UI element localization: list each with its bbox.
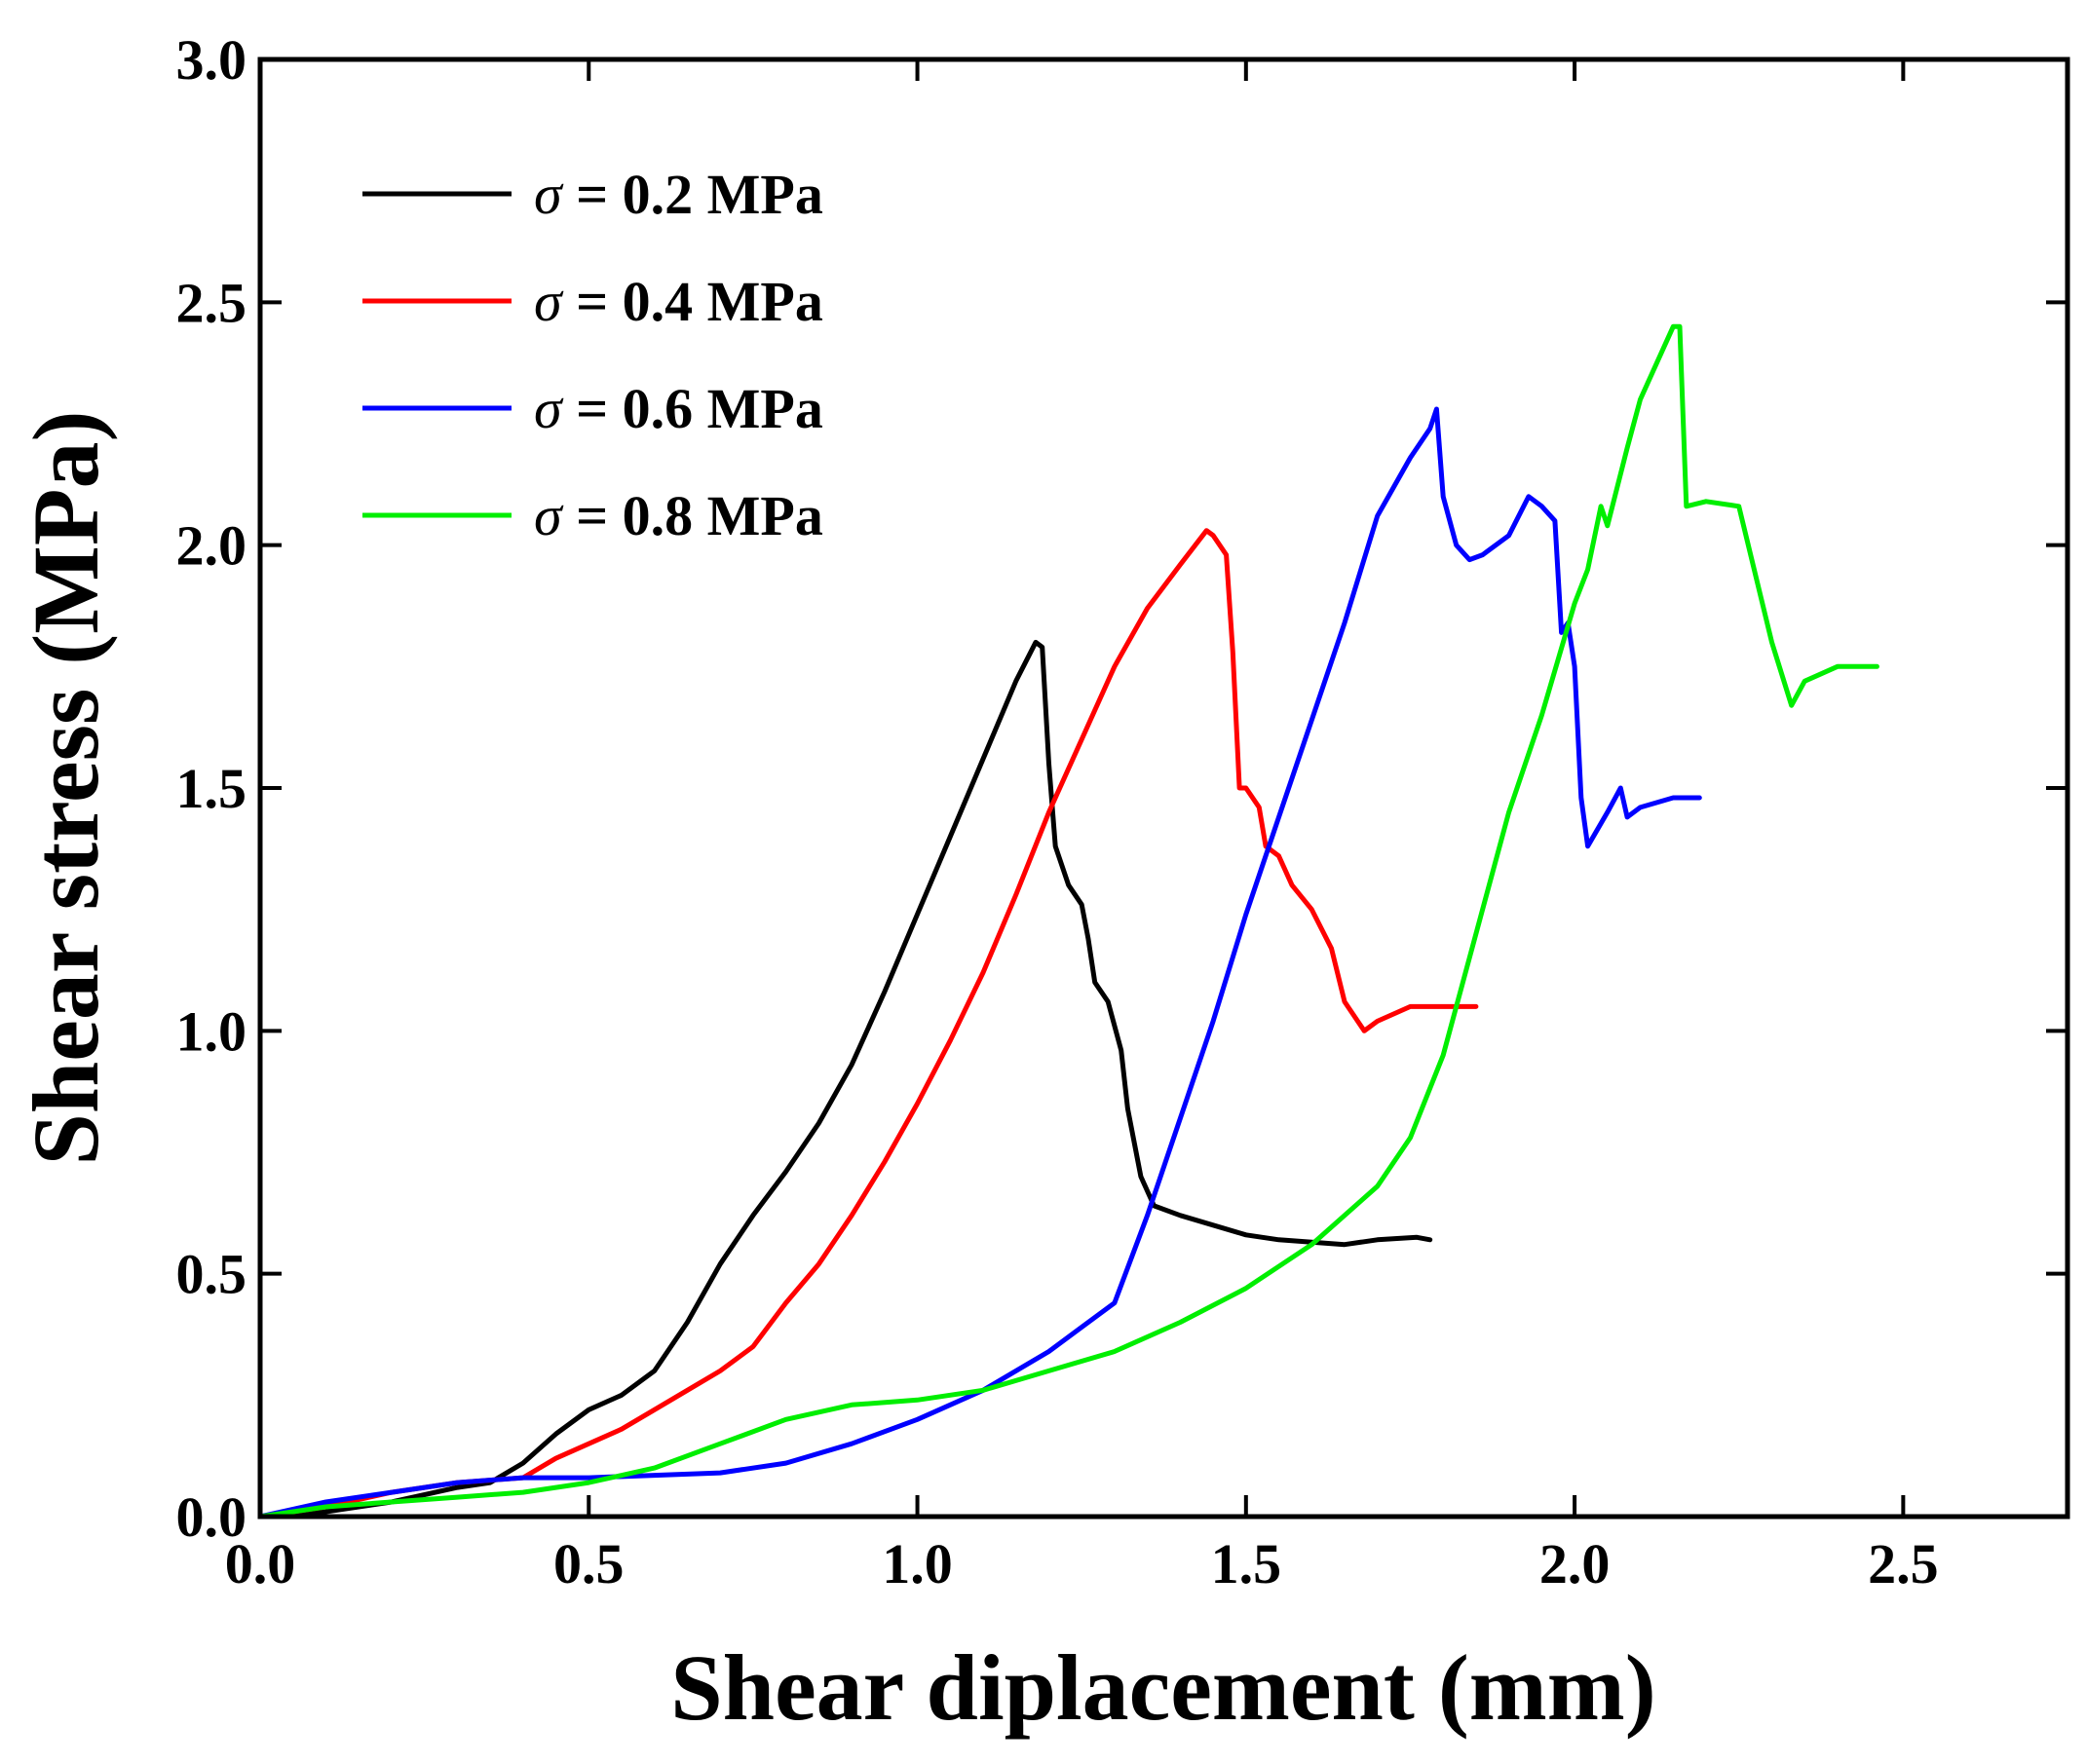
legend-label-1: σ = 0.2 MPa (534, 163, 823, 226)
legend-sigma-3: σ (534, 377, 564, 440)
y-axis-title: Shear stress (MPa) (14, 411, 118, 1166)
axis-tick-labels: 0.0 0.5 1.0 1.5 2.0 2.5 0.0 0.5 1.0 1.5 2.0 2.5 3.0 (176, 28, 1939, 1595)
y-tick-label-4: 2.0 (176, 514, 247, 578)
x-tick-label-1: 0.5 (553, 1532, 625, 1595)
y-tick-label-0: 0.0 (176, 1485, 247, 1549)
x-tick-label-5: 2.5 (1868, 1532, 1939, 1595)
plot-frame (257, 56, 2070, 1520)
data-series (257, 323, 1879, 1520)
legend-sigma-4: σ (534, 484, 564, 547)
legend-value-4: = 0.8 MPa (562, 484, 823, 547)
series-line-2 (257, 528, 1479, 1520)
x-tick-label-4: 2.0 (1539, 1532, 1611, 1595)
y-tick-label-2: 1.0 (176, 999, 247, 1063)
legend-label-2: σ = 0.4 MPa (534, 270, 823, 333)
legend-value-3: = 0.6 MPa (562, 377, 823, 440)
series-line-1 (257, 639, 1433, 1520)
series-line-3 (257, 406, 1702, 1520)
y-tick-label-6: 3.0 (176, 28, 247, 92)
legend-sigma-2: σ (534, 270, 564, 333)
x-tick-label-3: 1.5 (1211, 1532, 1282, 1595)
series-line-4 (257, 323, 1879, 1520)
legend-value-1: = 0.2 MPa (562, 163, 823, 226)
legend-label-4: σ = 0.8 MPa (534, 484, 823, 547)
y-tick-label-1: 0.5 (176, 1243, 247, 1306)
x-tick-label-2: 1.0 (882, 1532, 953, 1595)
x-tick-label-0: 0.0 (225, 1532, 296, 1595)
x-axis-title: Shear diplacement (mm) (670, 1635, 1655, 1740)
y-tick-label-3: 1.5 (176, 757, 247, 820)
legend-label-3: σ = 0.6 MPa (534, 377, 823, 440)
legend-value-2: = 0.4 MPa (562, 270, 823, 333)
legend-sigma-1: σ (534, 163, 564, 226)
y-tick-label-5: 2.5 (176, 271, 247, 334)
